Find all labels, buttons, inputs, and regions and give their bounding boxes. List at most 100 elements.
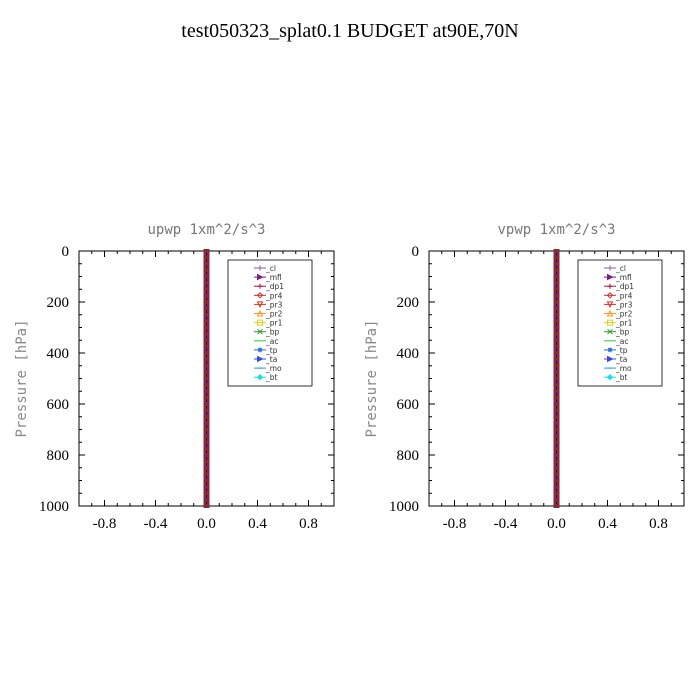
legend-item: _cl (604, 264, 626, 273)
y-tick-label: 1000 (39, 499, 69, 515)
legend-label: _dp1 (265, 282, 284, 291)
legend-item: _ta (254, 355, 277, 364)
data-point (553, 351, 560, 355)
x-tick-label: -0.4 (144, 516, 168, 532)
x-tick-label: -0.4 (494, 516, 518, 532)
data-point (203, 274, 210, 279)
legend-label: _mfl (265, 273, 282, 282)
y-tick-label: 400 (47, 346, 70, 362)
legend-marker (607, 319, 613, 326)
legend-item: _mo (254, 364, 282, 373)
legend-marker (256, 309, 264, 317)
legend-label: _ta (265, 355, 277, 364)
legend-item: _bp (604, 328, 630, 337)
data-point (203, 421, 210, 426)
data-point (203, 497, 210, 502)
data-point (553, 293, 560, 298)
legend: _cl_mfl_dp1_pr4_pr3_pr2_pr1_bp_ac_tp_ta_… (227, 259, 313, 387)
data-point (553, 421, 560, 426)
data-point (203, 255, 210, 260)
data-point (203, 376, 210, 381)
data-point (203, 363, 210, 368)
data-point (203, 408, 210, 413)
y-axis-label: Pressure [hPa] (364, 319, 380, 437)
data-point (553, 478, 560, 483)
data-point (553, 255, 560, 260)
data-point (553, 459, 560, 464)
data-point (553, 325, 560, 330)
data-point (203, 453, 210, 457)
legend-label: _tp (265, 346, 278, 355)
data-point (553, 465, 560, 470)
y-tick-label: 0 (412, 244, 420, 260)
data-point (203, 293, 210, 298)
chart-title: upwp 1xm^2/s^3 (147, 222, 265, 238)
data-point (203, 465, 210, 470)
x-tick-label: -0.8 (443, 516, 467, 532)
data-point (553, 338, 560, 343)
data-point (203, 287, 210, 292)
data-point (553, 402, 560, 406)
x-tick-label: 0.4 (598, 516, 617, 532)
data-point (203, 370, 210, 375)
data-point (203, 484, 210, 489)
legend-label: _mo (265, 364, 282, 373)
data-point (553, 408, 560, 413)
x-tick-label: 0.0 (197, 516, 216, 532)
data-point (553, 497, 560, 502)
legend-marker (257, 355, 264, 363)
data-point (553, 249, 560, 253)
data-point (553, 370, 560, 375)
legend-marker (607, 273, 614, 281)
y-tick-label: 600 (47, 397, 70, 413)
legend-marker (257, 347, 263, 353)
legend-label: _pr4 (265, 291, 283, 300)
chart-panel-1: upwp 1xm^2/s^3 Pressure [hPa] -0.8 -0.4 0.0 0… (14, 222, 335, 532)
data-point (203, 427, 210, 432)
y-tick-label: 800 (397, 448, 420, 464)
legend-label: _pr4 (615, 291, 633, 300)
data-point (553, 376, 560, 381)
legend-marker (256, 301, 264, 309)
legend-item: _mfl (254, 273, 282, 282)
data-point (203, 325, 210, 330)
page-title: test050323_splat0.1 BUDGET at90E,70N (181, 20, 519, 42)
data-point (203, 312, 210, 317)
legend-label: _bp (265, 328, 280, 337)
legend-label: _pr3 (615, 300, 633, 309)
data-point (553, 395, 560, 400)
data-point (203, 459, 210, 464)
data-point (203, 491, 210, 496)
legend-label: _cl (265, 264, 276, 273)
legend-marker (607, 355, 614, 363)
legend-item: _tp (254, 346, 278, 355)
chart-panel-2: vpwp 1xm^2/s^3 Pressure [hPa] -0.8 -0.4 0.0 0… (364, 222, 685, 532)
data-point (203, 389, 210, 394)
data-point (203, 440, 210, 445)
y-tick-label: 200 (47, 295, 70, 311)
legend-item: _ac (254, 337, 278, 346)
legend-box (227, 259, 313, 387)
data-point (203, 395, 210, 400)
y-axis-label: Pressure [hPa] (14, 319, 30, 437)
data-point (553, 357, 560, 362)
x-tick-label: 0.4 (248, 516, 267, 532)
legend-label: _tp (615, 346, 628, 355)
data-point (553, 389, 560, 394)
legend-item: _pr1 (254, 319, 283, 328)
legend-item: _pr4 (604, 291, 633, 300)
legend-label: _pr2 (615, 310, 633, 319)
data-point (553, 287, 560, 292)
data-point (203, 357, 210, 362)
legend-label: _ta (615, 355, 627, 364)
data-point (203, 478, 210, 483)
legend-item: _mfl (604, 273, 632, 282)
legend-marker (607, 328, 613, 335)
data-point (553, 344, 560, 349)
legend-item: _ta (604, 355, 627, 364)
legend-label: _bp (615, 328, 630, 337)
data-point (553, 274, 560, 279)
y-tick-label: 800 (47, 448, 70, 464)
legend-marker (257, 265, 263, 271)
data-point (203, 249, 210, 253)
